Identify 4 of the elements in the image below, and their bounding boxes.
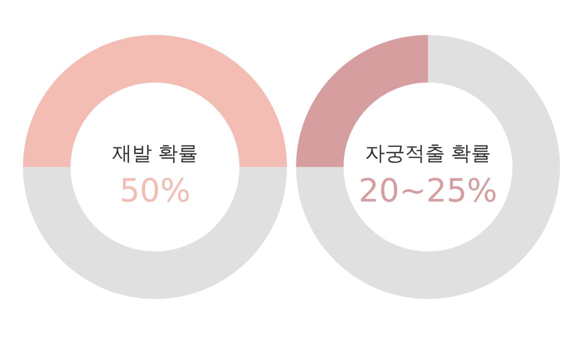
text: 재발 확률	[112, 141, 198, 166]
text: 자궁적출 확률	[364, 141, 492, 166]
text: 20~25%	[358, 171, 498, 210]
text: 50%	[119, 171, 191, 210]
